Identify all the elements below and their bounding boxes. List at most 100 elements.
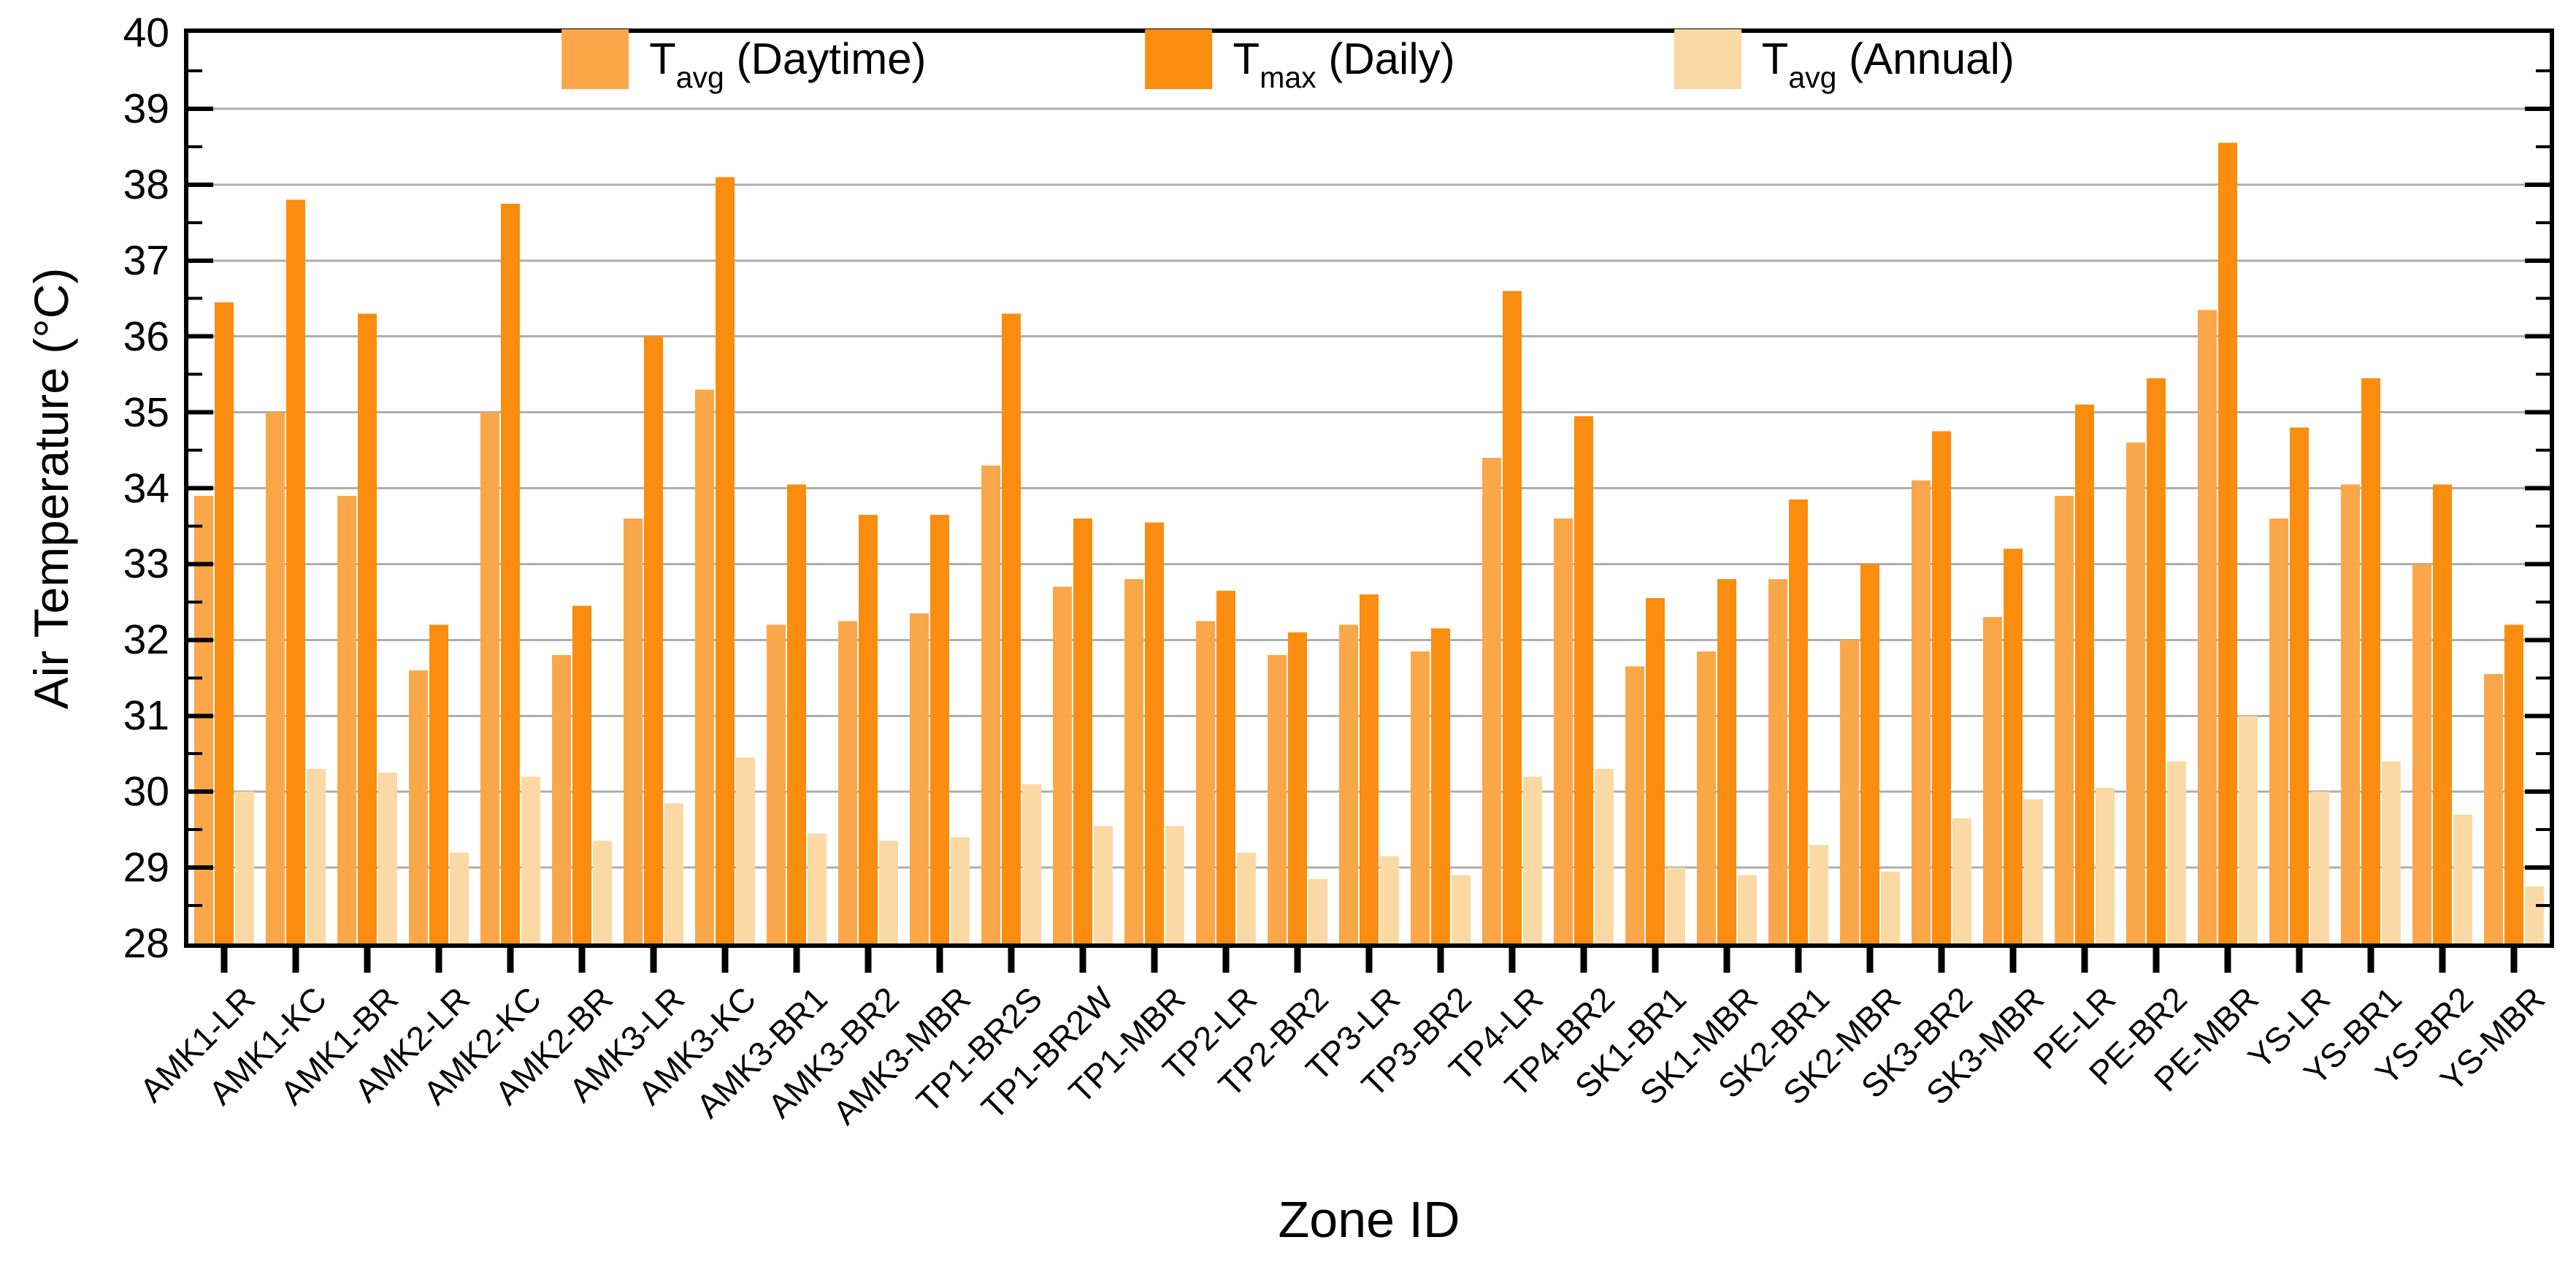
- bar-AMK2-KC-s0: [480, 412, 499, 943]
- bar-AMK1-KC-s1: [286, 199, 305, 944]
- bar-SK2-BR1-s0: [1768, 579, 1787, 943]
- legend-label-tmax-daily: Tmax (Daily): [1233, 34, 1455, 94]
- bar-YS-MBR-s2: [2525, 887, 2544, 943]
- bar-AMK3-BR2-s1: [859, 514, 878, 943]
- bar-AMK2-LR-s2: [450, 852, 469, 943]
- y-tick-label-36: 36: [123, 313, 169, 360]
- bar-AMK3-MBR-s0: [910, 613, 929, 943]
- bar-AMK3-MBR-s2: [951, 837, 970, 943]
- legend-item-tavg-daytime: Tavg (Daytime): [561, 29, 927, 94]
- bar-PE-LR-s2: [2096, 788, 2115, 943]
- bar-AMK3-KC-s1: [716, 177, 735, 943]
- bar-SK2-BR1-s2: [1809, 844, 1828, 943]
- bar-AMK3-BR1-s2: [808, 833, 827, 943]
- bar-TP3-LR-s2: [1380, 856, 1399, 943]
- bar-AMK3-BR2-s0: [838, 621, 857, 943]
- bar-SK1-MBR-s0: [1697, 651, 1716, 943]
- bar-TP4-LR-s1: [1503, 291, 1522, 943]
- bar-AMK1-BR-s1: [358, 313, 377, 943]
- bar-PE-MBR-s1: [2218, 142, 2237, 944]
- y-tick-label-31: 31: [123, 692, 169, 740]
- y-tick-label-32: 32: [123, 616, 169, 664]
- bar-AMK1-KC-s2: [307, 769, 326, 943]
- bar-AMK1-BR-s0: [337, 495, 356, 943]
- bar-PE-BR2-s0: [2126, 443, 2145, 943]
- bar-SK3-MBR-s0: [1983, 617, 2002, 943]
- bar-AMK2-BR-s1: [572, 605, 591, 943]
- bars: [194, 142, 2544, 944]
- y-axis-title-text: Air Temperature (°C): [24, 267, 78, 709]
- bar-TP2-LR-s1: [1216, 590, 1235, 943]
- bar-SK3-BR2-s2: [1952, 818, 1971, 943]
- bar-YS-MBR-s1: [2504, 624, 2523, 943]
- bar-AMK1-LR-s1: [215, 302, 234, 943]
- bar-AMK3-BR2-s2: [879, 841, 898, 943]
- bar-YS-BR2-s2: [2453, 814, 2472, 943]
- bar-TP1-BR2S-s0: [981, 465, 1000, 943]
- y-tick-label-30: 30: [123, 768, 169, 816]
- bar-YS-BR2-s0: [2412, 564, 2431, 943]
- legend-swatch-tavg-daytime: [561, 29, 629, 89]
- bar-TP1-BR2S-s2: [1022, 784, 1041, 943]
- bar-AMK2-LR-s1: [429, 624, 448, 943]
- bar-YS-BR1-s1: [2361, 378, 2380, 943]
- bar-AMK1-BR-s2: [378, 773, 397, 943]
- bar-SK1-BR1-s1: [1646, 598, 1665, 943]
- bar-YS-BR1-s0: [2341, 484, 2360, 943]
- bar-PE-BR2-s1: [2147, 378, 2166, 943]
- bar-TP3-LR-s1: [1360, 594, 1379, 943]
- bar-AMK2-LR-s0: [409, 670, 428, 943]
- bar-AMK3-MBR-s1: [930, 514, 949, 943]
- bar-SK1-MBR-s1: [1717, 579, 1736, 943]
- bar-AMK3-LR-s2: [664, 803, 683, 943]
- bar-AMK2-BR-s0: [552, 655, 571, 943]
- bar-SK2-MBR-s2: [1881, 871, 1900, 943]
- bar-AMK3-LR-s0: [624, 518, 643, 943]
- bar-TP1-MBR-s2: [1165, 825, 1184, 943]
- bar-YS-LR-s2: [2310, 792, 2329, 943]
- legend-label-tavg-annual: Tavg (Annual): [1761, 34, 2015, 94]
- bar-TP4-LR-s2: [1523, 776, 1542, 943]
- bar-YS-BR2-s1: [2433, 484, 2452, 943]
- bar-AMK3-BR1-s0: [767, 624, 786, 943]
- bar-TP1-BR2W-s0: [1053, 586, 1072, 943]
- bar-AMK3-BR1-s1: [787, 484, 806, 943]
- legend-swatch-tavg-annual: [1674, 29, 1741, 89]
- bar-TP1-MBR-s0: [1124, 579, 1143, 943]
- y-tick-label-38: 38: [123, 161, 169, 208]
- bar-YS-LR-s1: [2290, 427, 2309, 943]
- bar-TP3-BR2-s2: [1452, 875, 1471, 943]
- y-tick-label-37: 37: [123, 237, 169, 284]
- y-ticks: [188, 69, 2550, 908]
- bar-PE-MBR-s2: [2239, 716, 2258, 944]
- bar-TP2-BR2-s0: [1268, 655, 1287, 943]
- legend-swatch-tmax-daily: [1145, 29, 1213, 89]
- y-tick-label-40: 40: [123, 9, 169, 56]
- bar-SK1-BR1-s0: [1625, 666, 1644, 943]
- bar-TP4-BR2-s0: [1554, 518, 1573, 943]
- bar-AMK3-KC-s0: [695, 389, 714, 943]
- bar-AMK3-KC-s2: [736, 757, 755, 943]
- y-tick-label-33: 33: [123, 540, 169, 588]
- bar-TP2-LR-s2: [1237, 852, 1256, 943]
- bar-AMK1-KC-s0: [266, 412, 285, 943]
- bar-SK3-MBR-s1: [2004, 548, 2023, 943]
- legend-label-tavg-daytime: Tavg (Daytime): [649, 34, 927, 94]
- bar-AMK2-BR-s2: [593, 841, 612, 943]
- bar-YS-MBR-s0: [2484, 674, 2503, 943]
- y-tick-label-35: 35: [123, 388, 169, 436]
- bar-SK3-BR2-s0: [1912, 480, 1931, 943]
- legend-item-tavg-annual: Tavg (Annual): [1674, 29, 2015, 94]
- y-tick-label-28: 28: [123, 920, 169, 967]
- y-tick-label-39: 39: [123, 85, 169, 132]
- y-tick-label-29: 29: [123, 844, 169, 892]
- bar-SK1-MBR-s2: [1738, 875, 1757, 943]
- bar-TP1-MBR-s1: [1145, 522, 1164, 943]
- bar-SK3-BR2-s1: [1932, 431, 1951, 943]
- bar-PE-LR-s0: [2055, 495, 2074, 943]
- bar-TP3-LR-s0: [1339, 624, 1358, 943]
- plot-box: [184, 28, 2554, 948]
- bar-PE-BR2-s2: [2167, 761, 2186, 943]
